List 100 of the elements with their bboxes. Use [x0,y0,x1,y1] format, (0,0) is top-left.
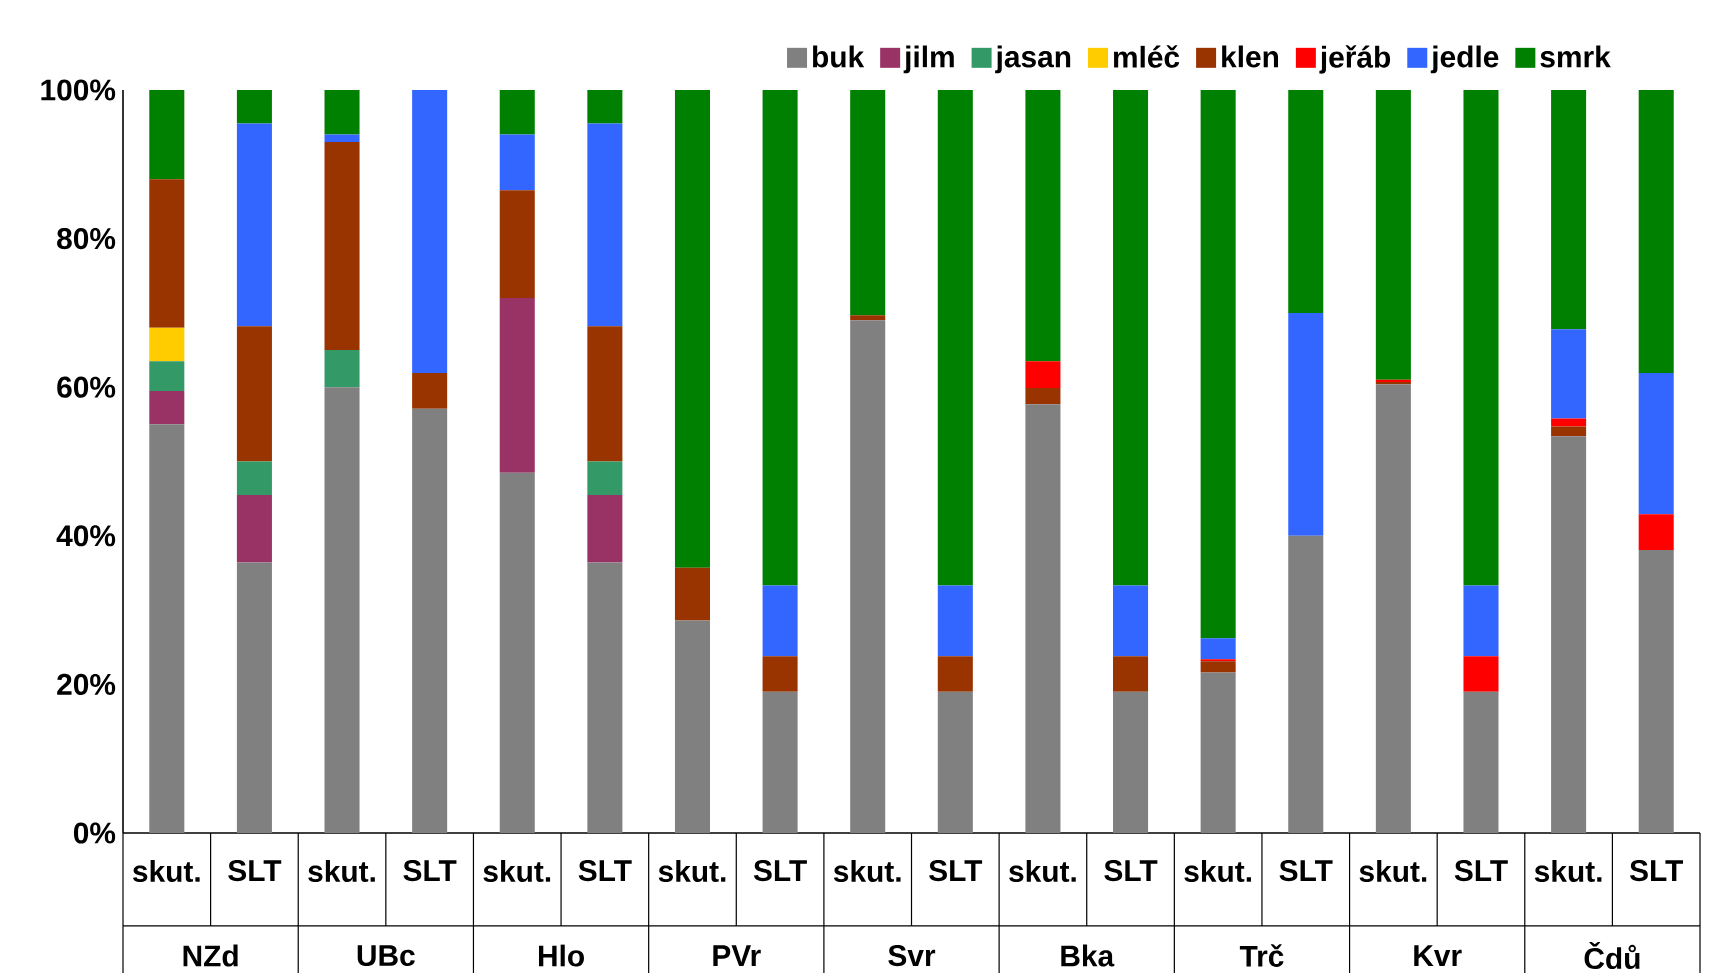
bar [1025,361,1061,388]
bar [324,350,360,388]
legend-label: jedle [1430,45,1499,74]
bar [1463,691,1499,833]
bar [1025,89,1061,362]
bar [587,461,623,495]
x-tick-label: skut. [1009,860,1076,882]
x-tick-label: SLT [753,860,807,882]
x-tick-label: SLT [228,860,282,882]
bar [412,373,448,409]
bar [149,390,185,425]
y-tick-label: 60% [57,376,116,398]
bar [1551,89,1587,330]
x-tick-label: SLT [929,860,983,882]
bar [587,89,623,124]
bar [1375,384,1411,833]
bar [1025,404,1061,833]
bar [1375,89,1411,380]
bar [499,190,535,299]
legend-label: jilm [903,45,954,74]
legend-label: buk [812,45,865,68]
bar [1113,89,1149,586]
bar [1200,638,1236,660]
bar [1113,691,1149,833]
x-tick-label: skut. [658,860,726,882]
bar [1200,659,1236,662]
bar [587,326,623,462]
bar [499,472,535,833]
bar [674,620,710,833]
bar [1638,89,1674,374]
text: Hlo [538,944,584,967]
bar [149,424,185,833]
bar [1288,89,1324,313]
bar [1638,514,1674,550]
bar [499,298,535,473]
bar [762,89,798,586]
y-tick-label: 20% [57,673,116,695]
text: NZd [183,944,238,967]
bar [412,408,448,833]
bar [499,89,535,135]
bar [149,361,185,391]
legend-label: jasan [995,45,1071,74]
bar [236,326,272,462]
bar [1463,89,1499,586]
legend-label: smrk [1540,45,1611,68]
bar [1551,436,1587,833]
text: Čdů [1584,942,1640,970]
x-tick-label: skut. [308,860,375,882]
bar [236,123,272,327]
bar [1288,535,1324,833]
bar [1551,329,1587,419]
bar [1025,387,1061,405]
bar [1638,373,1674,515]
bar [762,691,798,833]
bar [1288,312,1324,536]
bar [236,494,272,563]
x-tick-label: skut. [1184,860,1251,882]
bar [324,387,360,833]
bar [937,585,973,657]
bar [587,123,623,327]
x-tick-label: skut. [833,860,901,882]
bar [674,89,710,568]
text: PVr [713,945,761,966]
bar [1113,656,1149,692]
bar [937,656,973,692]
bar [236,562,272,833]
bar [149,327,185,362]
bar [762,656,798,692]
bar [236,89,272,124]
bar [412,89,448,374]
bar [762,585,798,657]
x-tick-label: SLT [1629,860,1684,882]
text: Svr [888,945,936,967]
legend-label: mléč [1113,45,1180,68]
legend-label: jeřáb [1319,45,1391,74]
x-tick-label: skut. [132,860,200,882]
bar [324,134,360,142]
legend-label: klen [1222,45,1279,68]
bar [587,494,623,563]
text: Trč [1239,944,1284,967]
bar [587,562,623,833]
x-tick-label: SLT [1454,860,1508,882]
x-tick-label: SLT [403,860,457,882]
bar [850,315,886,321]
x-tick-label: skut. [1359,860,1427,882]
bar [236,461,272,495]
text: UBc [357,945,415,967]
bar [1113,585,1149,657]
x-tick-label: SLT [1279,860,1333,882]
bar [149,89,185,180]
bar [149,179,185,328]
text: Kvr [1414,945,1462,966]
bar [937,89,973,586]
bar [1463,656,1499,692]
bar [499,134,535,191]
bar [324,142,360,351]
y-tick-label: 40% [56,525,116,547]
x-tick-label: skut. [1534,860,1602,882]
bar [324,89,360,135]
bar [1463,585,1499,657]
